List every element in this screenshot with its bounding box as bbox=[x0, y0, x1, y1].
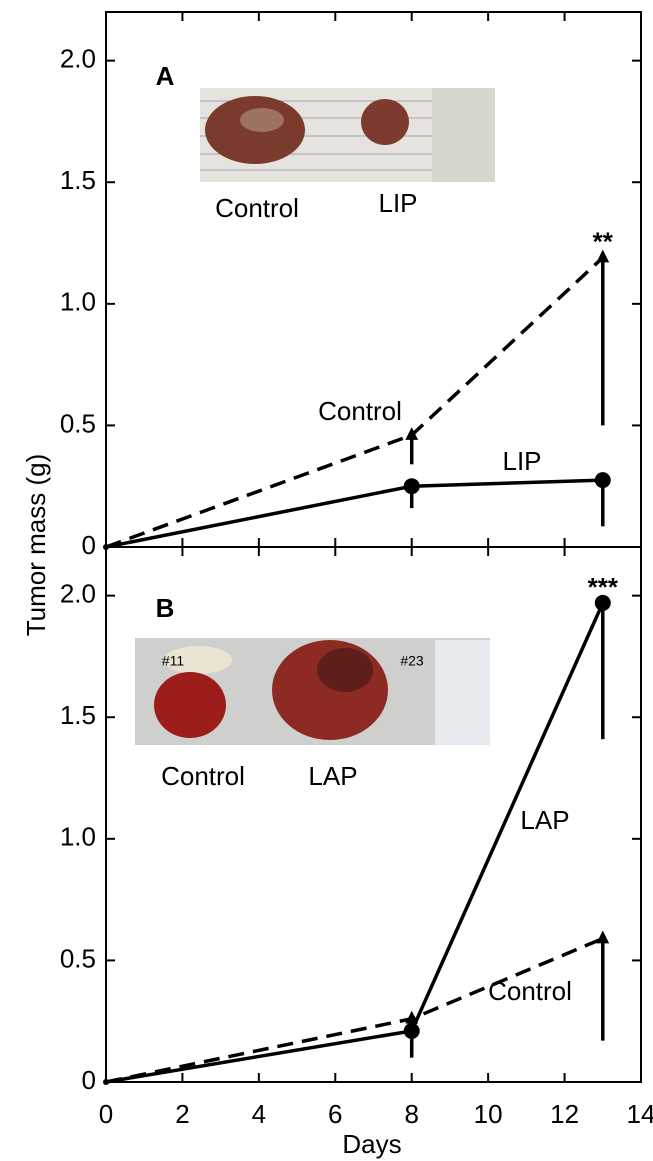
x-tick-label: 10 bbox=[474, 1099, 503, 1129]
data-point bbox=[594, 594, 611, 611]
series-label: Control bbox=[318, 396, 402, 426]
significance: *** bbox=[588, 572, 619, 602]
inset-label: Control bbox=[215, 193, 299, 223]
plot-frame bbox=[105, 546, 642, 1083]
series-label: Control bbox=[488, 976, 572, 1006]
data-point bbox=[594, 472, 611, 489]
y-tick-label: 0 bbox=[82, 1065, 96, 1095]
y-tick-label: 1.0 bbox=[60, 287, 96, 317]
data-point bbox=[405, 427, 419, 440]
inset-photo-a bbox=[200, 88, 495, 182]
significance: ** bbox=[593, 226, 614, 256]
y-tick-label: 0.5 bbox=[60, 943, 96, 973]
y-tick-label: 1.0 bbox=[60, 822, 96, 852]
x-tick-label: 4 bbox=[252, 1099, 266, 1129]
data-point bbox=[596, 249, 610, 263]
x-tick-label: 6 bbox=[328, 1099, 342, 1129]
data-point bbox=[405, 1010, 419, 1024]
inset-label: LAP bbox=[308, 761, 357, 791]
inset-label: Control bbox=[161, 761, 245, 791]
x-tick-label: 2 bbox=[175, 1099, 189, 1129]
data-point bbox=[403, 478, 420, 495]
series-line bbox=[105, 936, 604, 1084]
data-point bbox=[596, 930, 610, 944]
x-tick-label: 0 bbox=[99, 1099, 113, 1129]
panel-letter: B bbox=[156, 593, 175, 623]
x-tick-label: 8 bbox=[404, 1099, 418, 1129]
series-label: LAP bbox=[520, 805, 569, 835]
inset-photo-b bbox=[135, 638, 490, 745]
x-axis-label: Days bbox=[342, 1129, 401, 1159]
y-axis-label: Tumor mass (g) bbox=[21, 454, 51, 637]
photo-label: #11 bbox=[162, 653, 185, 669]
photo-label: #23 bbox=[400, 653, 424, 669]
panel-letter: A bbox=[156, 61, 175, 91]
y-tick-label: 0 bbox=[82, 530, 96, 560]
series-line bbox=[105, 478, 603, 549]
y-tick-label: 0.5 bbox=[60, 408, 96, 438]
y-tick-label: 2.0 bbox=[60, 579, 96, 609]
y-tick-label: 2.0 bbox=[60, 44, 96, 74]
y-tick-label: 1.5 bbox=[60, 165, 96, 195]
series-label: LIP bbox=[502, 446, 541, 476]
inset-label: LIP bbox=[378, 188, 417, 218]
y-tick-label: 1.5 bbox=[60, 700, 96, 730]
data-point bbox=[103, 1079, 109, 1084]
x-tick-label: 14 bbox=[627, 1099, 653, 1129]
x-tick-label: 12 bbox=[550, 1099, 579, 1129]
